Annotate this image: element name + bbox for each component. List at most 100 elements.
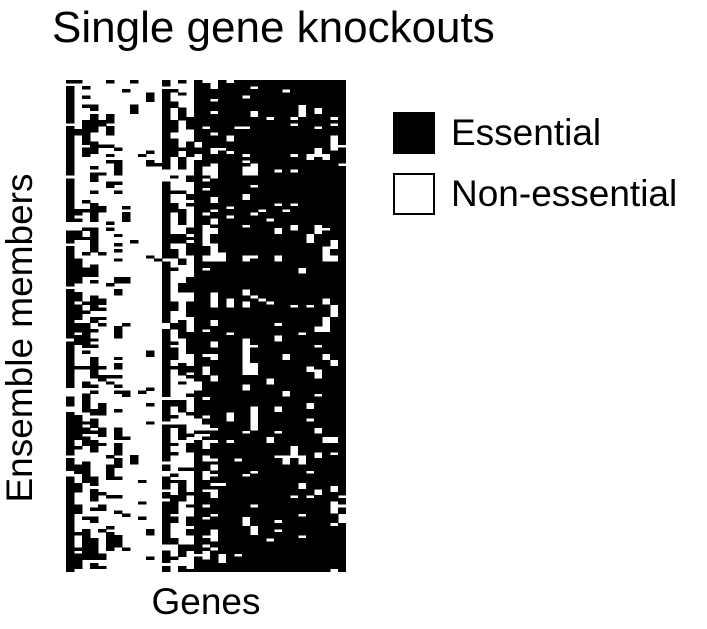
heatmap-cell-essential — [290, 175, 299, 179]
heatmap-cell-essential — [178, 329, 187, 333]
heatmap-cell-essential — [306, 427, 315, 431]
heatmap-cell-essential — [226, 166, 235, 170]
heatmap-cell-essential — [194, 230, 203, 235]
heatmap-cell-essential — [338, 242, 347, 247]
heatmap-cell-essential — [194, 430, 203, 434]
heatmap-cell-essential — [74, 482, 83, 487]
heatmap-cell-essential — [218, 221, 227, 225]
heatmap-cell-essential — [218, 547, 227, 551]
heatmap-cell-essential — [226, 212, 235, 216]
heatmap-cell-essential — [242, 461, 251, 465]
heatmap-cell-essential — [226, 184, 235, 188]
heatmap-cell-essential — [274, 378, 283, 382]
heatmap-cell-essential — [258, 316, 267, 321]
heatmap-cell-essential — [298, 224, 307, 228]
heatmap-cell-essential — [274, 135, 283, 139]
heatmap-column-g11 — [146, 92, 155, 561]
heatmap-cell-essential — [298, 89, 307, 93]
heatmap-cell-essential — [242, 402, 251, 407]
heatmap-cell-essential — [250, 442, 259, 447]
heatmap-cell-essential — [290, 464, 299, 468]
heatmap-cell-essential — [194, 279, 203, 284]
heatmap-cell-essential — [322, 190, 331, 195]
heatmap-cell-essential — [258, 445, 267, 450]
heatmap-cell-essential — [234, 181, 243, 185]
heatmap-cell-essential — [258, 488, 267, 493]
heatmap-cell-essential — [194, 215, 203, 219]
heatmap-cell-essential — [218, 467, 227, 471]
heatmap-cell-essential — [250, 92, 259, 96]
heatmap-cell-essential — [194, 470, 203, 474]
heatmap-cell-essential — [298, 488, 307, 493]
heatmap-cell-essential — [266, 144, 275, 148]
heatmap-cell-essential — [194, 372, 203, 376]
heatmap-cell-essential — [322, 276, 331, 281]
heatmap-cell-essential — [66, 310, 75, 315]
heatmap-cell-essential — [290, 86, 299, 90]
heatmap-cell-essential — [250, 553, 259, 557]
heatmap-cell-essential — [202, 390, 211, 394]
heatmap-cell-essential — [226, 113, 235, 118]
heatmap-cell-essential — [314, 255, 323, 259]
heatmap-cell-essential — [314, 156, 323, 161]
heatmap-cell-essential — [234, 556, 243, 561]
heatmap-cell-essential — [162, 295, 171, 299]
heatmap-cell-essential — [106, 144, 115, 148]
heatmap-cell-essential — [218, 166, 227, 170]
heatmap-cell-essential — [322, 467, 331, 471]
heatmap-cell-essential — [282, 301, 291, 305]
heatmap-cell-essential — [202, 153, 211, 158]
heatmap-cell-essential — [210, 326, 219, 330]
heatmap-cell-essential — [322, 458, 331, 462]
heatmap-cell-essential — [162, 433, 171, 438]
heatmap-cell-essential — [194, 163, 203, 167]
x-axis-label: Genes — [151, 581, 261, 622]
heatmap-cell-essential — [202, 498, 211, 502]
heatmap-cell-essential — [306, 362, 315, 367]
heatmap-cell-essential — [162, 286, 171, 290]
heatmap-cell-essential — [90, 359, 99, 364]
heatmap-cell-essential — [266, 470, 275, 474]
heatmap-column-g22 — [234, 80, 243, 573]
heatmap-cell-essential — [162, 458, 171, 462]
heatmap-cell-essential — [218, 298, 227, 302]
heatmap-cell-essential — [282, 421, 291, 425]
heatmap-cell-essential — [242, 129, 251, 133]
heatmap-cell-essential — [338, 319, 347, 324]
heatmap-cell-essential — [306, 193, 315, 198]
heatmap-cell-essential — [170, 356, 179, 361]
heatmap-cell-essential — [258, 89, 267, 93]
heatmap-cell-essential — [210, 470, 219, 474]
heatmap-cell-essential — [306, 138, 315, 142]
heatmap-cell-essential — [146, 95, 155, 99]
heatmap-cell-essential — [322, 264, 331, 268]
heatmap-cell-essential — [258, 409, 267, 413]
heatmap-cell-essential — [210, 387, 219, 391]
heatmap-cell-essential — [66, 153, 75, 158]
heatmap-cell-essential — [210, 313, 219, 318]
heatmap-cell-essential — [258, 184, 267, 188]
heatmap-cell-essential — [282, 372, 291, 376]
heatmap-cell-essential — [290, 501, 299, 505]
heatmap-cell-essential — [194, 110, 203, 115]
heatmap-cell-essential — [170, 203, 179, 207]
heatmap-cell-essential — [290, 378, 299, 382]
heatmap-cell-essential — [274, 239, 283, 244]
heatmap-cell-essential — [306, 261, 315, 265]
heatmap-cell-essential — [314, 313, 323, 318]
heatmap-cell-essential — [282, 252, 291, 256]
heatmap-cell-essential — [250, 264, 259, 268]
heatmap-cell-essential — [338, 89, 347, 93]
heatmap-cell-essential — [194, 375, 203, 379]
heatmap-cell-essential — [330, 365, 339, 370]
heatmap-cell-essential — [210, 556, 219, 561]
heatmap-cell-essential — [330, 449, 339, 453]
heatmap-cell-essential — [162, 332, 171, 336]
heatmap-cell-essential — [226, 89, 235, 93]
heatmap-cell-essential — [90, 344, 99, 348]
heatmap-cell-essential — [218, 206, 227, 210]
heatmap-cell-essential — [298, 258, 307, 262]
heatmap-cell-essential — [250, 322, 259, 327]
heatmap-cell-essential — [218, 449, 227, 453]
heatmap-cell-essential — [290, 150, 299, 155]
